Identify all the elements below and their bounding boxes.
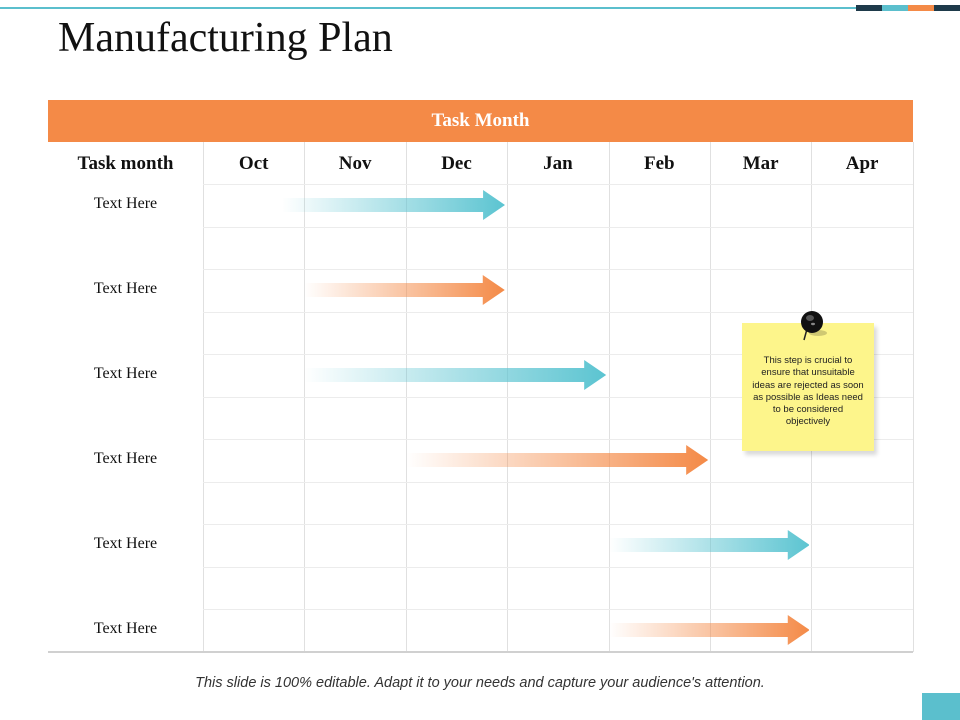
column-header-mar: Mar	[742, 153, 779, 174]
accent-bar-dark-1	[856, 5, 882, 11]
column-header-feb: Feb	[643, 153, 675, 174]
grid-vline	[912, 142, 914, 652]
row-label: Text Here	[93, 365, 158, 383]
grid-hline	[203, 566, 913, 568]
row-label: Text Here	[93, 535, 158, 553]
sticky-note-text: This step is crucial to ensure that unsu…	[752, 355, 864, 428]
grid-hline	[203, 269, 913, 270]
grid-hline	[203, 481, 913, 483]
table-header: Task Month	[48, 100, 913, 142]
accent-bar-dark-2	[934, 5, 960, 11]
grid-hline	[203, 609, 913, 610]
task-arrow	[608, 530, 810, 561]
task-arrow	[405, 445, 708, 476]
task-arrow	[608, 615, 810, 646]
accent-bar-teal	[882, 5, 908, 11]
grid-hline	[203, 311, 913, 313]
task-arrow	[282, 190, 506, 221]
column-header-jan: Jan	[543, 153, 573, 174]
sticky-note: This step is crucial to ensure that unsu…	[742, 323, 874, 451]
top-rule	[0, 7, 856, 9]
task-arrow	[304, 275, 506, 306]
column-header-apr: Apr	[845, 153, 879, 174]
grid-hline	[203, 439, 913, 440]
column-header-dec: Dec	[441, 153, 472, 174]
row-label: Text Here	[93, 450, 158, 468]
grid-hline	[203, 524, 913, 525]
table-bottom-rule	[48, 651, 913, 653]
column-header-task-month: Task month	[77, 153, 174, 174]
column-header-nov: Nov	[338, 153, 372, 174]
corner-accent	[922, 693, 960, 720]
pushpin-icon	[798, 307, 828, 343]
row-label: Text Here	[93, 195, 158, 213]
grid-hline	[203, 354, 913, 355]
column-header-oct: Oct	[238, 153, 269, 174]
task-arrow	[304, 360, 607, 391]
page-title: Manufacturing Plan	[58, 15, 393, 61]
accent-bar-orange	[908, 5, 934, 11]
grid-hline	[203, 184, 913, 185]
row-label: Text Here	[93, 620, 158, 638]
grid-hline	[203, 226, 913, 228]
footer-caption: This slide is 100% editable. Adapt it to…	[195, 675, 765, 691]
row-label: Text Here	[93, 280, 158, 298]
grid-hline	[203, 396, 913, 398]
